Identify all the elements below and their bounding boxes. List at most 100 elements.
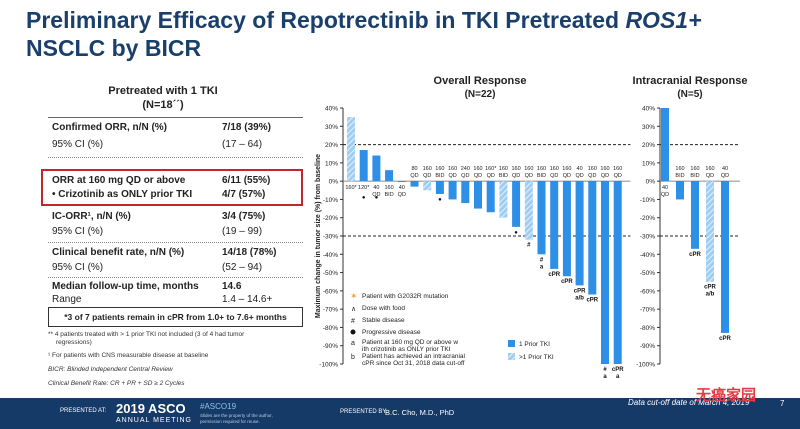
intracranial-y-tick-label: -70% xyxy=(640,307,655,314)
row-label: ORR at 160 mg QD or above xyxy=(52,175,186,186)
overall-bar xyxy=(385,170,394,182)
rights-line2: permission required for reuse. xyxy=(200,419,260,424)
overall-bar xyxy=(524,181,533,240)
overall-bar xyxy=(474,181,482,209)
footnote: Clinical Benefit Rate: CR + PR + SD ≥ 2 … xyxy=(48,380,185,387)
table-heading-text: Pretreated with 1 TKI xyxy=(108,85,218,97)
intracranial-y-tick-label: -100% xyxy=(636,362,655,369)
row-value: 6/11 (55%) xyxy=(222,175,271,186)
footnote: ** 4 patients treated with > 1 prior TKI… xyxy=(48,331,245,338)
row-value: 7/18 (39%) xyxy=(222,122,271,133)
title-line1: Preliminary Efficacy of Repotrectinib in… xyxy=(26,7,626,33)
overall-bar-annotation: cPR xyxy=(561,279,573,285)
overall-dose-label: 160 xyxy=(600,166,609,172)
row-value: 14/18 (78%) xyxy=(222,247,277,258)
overall-bar xyxy=(588,181,597,295)
overall-dose-label: 40 xyxy=(399,185,405,191)
intracranial-dose-label: BID xyxy=(675,173,684,179)
overall-dose-label: QD xyxy=(550,173,558,179)
intracranial-y-tick-label: -30% xyxy=(640,234,655,241)
slide-title: Preliminary Efficacy of Repotrectinib in… xyxy=(26,6,786,62)
overall-dose-label: QD xyxy=(575,173,583,179)
row-label: 95% CI (%) xyxy=(52,226,104,237)
overall-dose-label: 160 xyxy=(473,166,482,172)
overall-bar-annotation: cPR xyxy=(586,298,598,304)
overall-dose-label: 160 xyxy=(550,166,559,172)
row-label: Confirmed ORR, n/N (%) xyxy=(52,122,167,133)
table-heading-n: (N=18´´) xyxy=(142,99,184,111)
overall-bar-annotation: ● xyxy=(375,195,379,201)
intracranial-y-tick-label: -50% xyxy=(640,270,655,277)
intracranial-dose-label: QD xyxy=(706,173,714,179)
table-divider xyxy=(48,242,303,243)
overall-dose-label: 40 xyxy=(373,185,379,191)
legend-one-tki-swatch xyxy=(508,340,515,347)
overall-y-tick-label: -50% xyxy=(323,270,338,277)
intracranial-y-tick-label: -80% xyxy=(640,325,655,332)
overall-y-tick-label: -70% xyxy=(323,307,338,314)
overall-chart-subtitle: (N=22) xyxy=(465,89,496,100)
meeting-sub: ANNUAL MEETING xyxy=(116,417,192,424)
legend-sd-icon: # xyxy=(351,318,355,325)
legend-sd-text: Stable disease xyxy=(362,317,405,324)
overall-dose-label: BID xyxy=(499,173,508,179)
overall-y-tick-label: 10% xyxy=(325,160,338,167)
overall-y-tick-label: -100% xyxy=(319,362,338,369)
intracranial-dose-label: 40 xyxy=(722,166,728,172)
legend-gt-one-tki-swatch xyxy=(508,353,515,360)
overall-bar-annotation: cPR xyxy=(548,272,560,278)
intracranial-y-tick-label: -60% xyxy=(640,288,655,295)
overall-dose-label: 160 xyxy=(524,166,533,172)
overall-bar-annotation: a xyxy=(540,264,544,270)
legend-b-icon: b xyxy=(351,354,355,361)
overall-bar xyxy=(613,181,622,364)
intracranial-dose-label: 160 xyxy=(690,166,699,172)
intracranial-dose-label: 160 xyxy=(705,166,714,172)
overall-bar-annotation: a xyxy=(616,374,620,380)
overall-y-tick-label: 40% xyxy=(325,106,338,113)
row-value: (52 – 94) xyxy=(222,262,263,273)
legend-one-tki-text: 1 Prior TKI xyxy=(519,341,550,348)
rights-line1: Slides are the property of the author, xyxy=(200,413,273,418)
highlight-box xyxy=(41,169,303,206)
overall-bar xyxy=(435,181,444,194)
overall-dose-label: QD xyxy=(474,173,482,179)
overall-y-tick-label: -30% xyxy=(323,234,338,241)
overall-y-tick-label: 30% xyxy=(325,124,338,131)
overall-dose-label: 160 xyxy=(588,166,597,172)
table-divider xyxy=(48,157,303,158)
legend-pd-text: Progressive disease xyxy=(362,329,421,336)
hashtag: #ASCO19 xyxy=(200,402,237,411)
overall-bar-annotation: # xyxy=(603,367,607,373)
row-value: (17 – 64) xyxy=(222,139,263,150)
overall-dose-label: 240 xyxy=(461,166,470,172)
overall-bar-annotation: a xyxy=(603,374,607,380)
intracranial-dose-label: 160 xyxy=(675,166,684,172)
intracranial-bar xyxy=(691,181,699,249)
intracranial-bar-annotation: cPR xyxy=(689,252,701,258)
overall-bar xyxy=(499,181,508,218)
overall-y-tick-label: -80% xyxy=(323,325,338,332)
overall-dose-label: 160 xyxy=(512,166,521,172)
intracranial-dose-label: BID xyxy=(690,173,699,179)
overall-dose-label: QD xyxy=(398,192,406,198)
overall-dose-label: 160 xyxy=(499,166,508,172)
legend-g2032r-text: Patient with G2032R mutation xyxy=(362,293,449,300)
table-divider xyxy=(48,277,303,278)
overall-bar-annotation: # xyxy=(540,257,544,263)
overall-bar-annotation: # xyxy=(527,243,531,249)
overall-bar-annotation: ● xyxy=(514,230,518,236)
overall-y-tick-label: -10% xyxy=(323,197,338,204)
overall-chart-title: Overall Response xyxy=(434,75,527,87)
legend-gt-one-tki-text: >1 Prior TKI xyxy=(519,354,554,361)
footnote: ¹ For patients with CNS measurable disea… xyxy=(48,352,209,359)
intracranial-bar-annotation: cPR xyxy=(719,336,731,342)
presented-at-label: PRESENTED AT: xyxy=(60,408,107,414)
overall-bar xyxy=(461,181,470,204)
row-value: 14.6 xyxy=(222,281,242,292)
overall-dose-label: 40 xyxy=(577,166,583,172)
overall-bar xyxy=(562,181,571,277)
intracranial-y-tick-label: -20% xyxy=(640,215,655,222)
overall-y-tick-label: -60% xyxy=(323,288,338,295)
